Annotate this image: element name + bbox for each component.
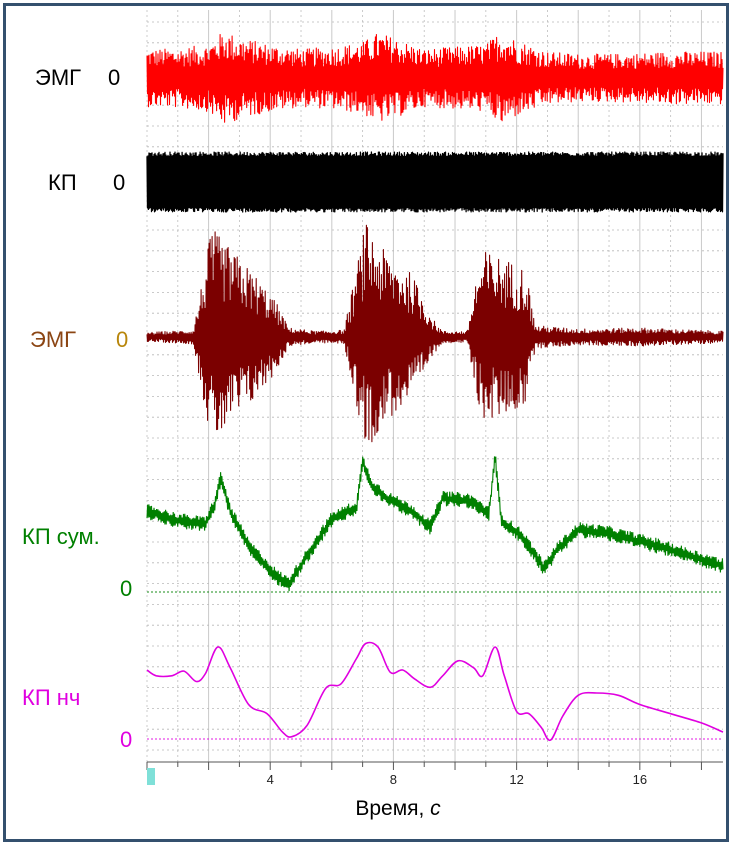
series-zero-label: 0 (116, 327, 128, 352)
series-zero-label: 0 (120, 576, 132, 601)
series-trace (146, 151, 724, 213)
series-1 (146, 33, 724, 123)
series-label: КП нч (22, 685, 80, 710)
series-layer (146, 33, 724, 742)
series-zero-label: 0 (108, 65, 120, 90)
series-zero-label: 0 (120, 727, 132, 752)
x-tick-label: 16 (633, 772, 647, 787)
scroll-marker (147, 768, 155, 785)
series-zero-label: 0 (113, 170, 125, 195)
series-2 (146, 151, 724, 213)
series-labels: ЭМГ 0 КП 0 ЭМГ 0 КП сум. 0 КП нч 0 (22, 65, 132, 752)
x-axis-title-main: Время, (355, 797, 430, 820)
series-5 (146, 641, 724, 742)
series-trace (146, 456, 724, 592)
x-axis-title: Время, с (355, 797, 441, 820)
series-trace (146, 33, 724, 123)
frame-border (3, 3, 729, 842)
zero-lines (147, 336, 723, 740)
series-label: КП сум. (22, 524, 100, 549)
series-4 (146, 456, 724, 592)
grid (146, 10, 723, 762)
series-trace (146, 641, 724, 742)
x-axis: 4 8 12 16 (146, 761, 723, 787)
x-axis-title-unit: с (430, 797, 441, 820)
x-tick-label: 12 (509, 772, 523, 787)
series-label: КП (48, 170, 77, 195)
x-tick-label: 8 (390, 772, 397, 787)
series-label: ЭМГ (35, 65, 81, 90)
x-tick-label: 4 (267, 772, 274, 787)
series-label: ЭМГ (30, 327, 76, 352)
